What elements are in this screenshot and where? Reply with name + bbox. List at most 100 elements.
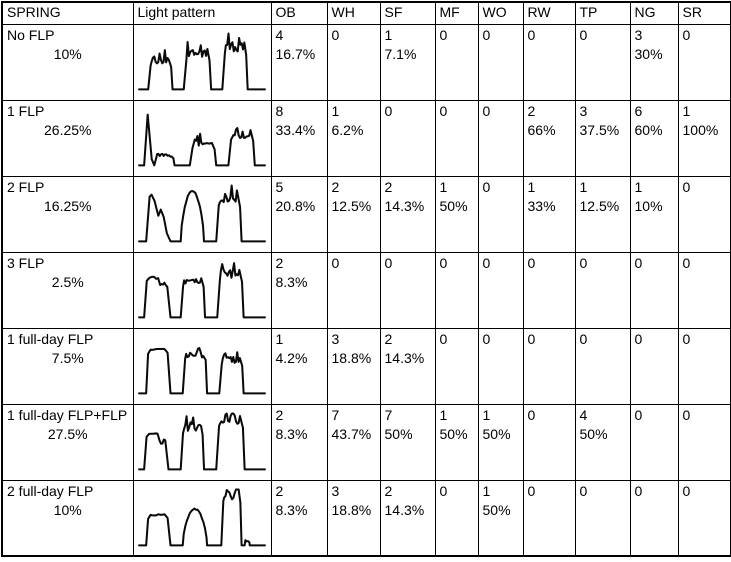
percentage-value: 50% bbox=[384, 425, 413, 442]
count-cell-sf: 2 14.3% bbox=[379, 327, 436, 405]
count-cell-wo: 0 bbox=[477, 175, 524, 253]
count-value: 8 bbox=[275, 102, 284, 119]
table-row: 1 full-day FLP 7.5% 1 4.2% 3 18.8% 2 14.3% 0 0 0 0 0… bbox=[1, 327, 731, 405]
count-cell-mf: 1 50% bbox=[434, 175, 479, 253]
count-value: 0 bbox=[527, 406, 536, 423]
count-value: 0 bbox=[634, 482, 643, 499]
percentage-value: 14.3% bbox=[384, 349, 425, 366]
count-value: 2 bbox=[275, 482, 284, 499]
count-cell-tp: 0 bbox=[574, 251, 631, 329]
percentage-value: 14.3% bbox=[384, 501, 425, 518]
count-value: 0 bbox=[439, 254, 448, 271]
column-header-5: MF bbox=[434, 1, 479, 25]
count-value: 1 bbox=[439, 406, 448, 423]
count-value: 0 bbox=[482, 102, 491, 119]
count-value: 3 bbox=[634, 26, 643, 43]
condition-cell: 1 FLP 26.25% bbox=[1, 99, 134, 177]
condition-percentage: 7.5% bbox=[51, 349, 84, 366]
count-cell-sr: 0 bbox=[677, 175, 731, 253]
count-cell-ob: 2 8.3% bbox=[270, 251, 328, 329]
light-pattern-cell bbox=[132, 327, 272, 405]
count-cell-wh: 3 18.8% bbox=[326, 327, 381, 405]
count-value: 1 bbox=[527, 178, 536, 195]
light-pattern-cell bbox=[132, 23, 272, 101]
count-value: 0 bbox=[439, 26, 448, 43]
column-header-8: TP bbox=[574, 1, 631, 25]
count-cell-sr: 0 bbox=[677, 251, 731, 329]
count-cell-tp: 4 50% bbox=[574, 403, 631, 481]
count-value: 0 bbox=[682, 26, 691, 43]
count-value: 2 bbox=[527, 102, 536, 119]
column-header-9: NG bbox=[629, 1, 679, 25]
count-cell-sr: 0 bbox=[677, 403, 731, 481]
count-cell-wh: 1 6.2% bbox=[326, 99, 381, 177]
percentage-value: 50% bbox=[439, 425, 468, 442]
percentage-value: 8.3% bbox=[275, 273, 308, 290]
count-cell-ng: 0 bbox=[629, 327, 679, 405]
count-value: 0 bbox=[439, 102, 448, 119]
percentage-value: 8.3% bbox=[275, 425, 308, 442]
count-value: 0 bbox=[634, 254, 643, 271]
count-value: 0 bbox=[682, 178, 691, 195]
count-cell-ng: 6 60% bbox=[629, 99, 679, 177]
column-header-3: WH bbox=[326, 1, 381, 25]
count-value: 1 bbox=[275, 330, 284, 347]
count-value: 0 bbox=[331, 26, 340, 43]
table-row: 2 full-day FLP 10% 2 8.3% 3 18.8% 2 14.3% 0 1 50% 0… bbox=[1, 479, 731, 557]
count-value: 0 bbox=[527, 330, 536, 347]
table-row: No FLP 10% 4 16.7% 0 1 7.1% 0 0 0 0 3 30% 0 bbox=[1, 23, 731, 101]
count-value: 2 bbox=[384, 178, 393, 195]
condition-cell: 2 full-day FLP 10% bbox=[1, 479, 134, 557]
count-cell-wo: 0 bbox=[477, 23, 524, 101]
count-value: 0 bbox=[527, 482, 536, 499]
count-value: 0 bbox=[634, 330, 643, 347]
count-cell-ng: 0 bbox=[629, 479, 679, 557]
count-value: 0 bbox=[482, 330, 491, 347]
percentage-value: 66% bbox=[527, 121, 556, 138]
condition-percentage: 16.25% bbox=[44, 197, 92, 214]
condition-cell: 1 full-day FLP 7.5% bbox=[1, 327, 134, 405]
count-value: 0 bbox=[527, 26, 536, 43]
count-value: 0 bbox=[482, 254, 491, 271]
count-cell-tp: 1 12.5% bbox=[574, 175, 631, 253]
count-cell-rw: 0 bbox=[522, 479, 576, 557]
count-value: 0 bbox=[682, 406, 691, 423]
count-cell-mf: 0 bbox=[434, 99, 479, 177]
condition-percentage: 26.25% bbox=[44, 121, 92, 138]
count-value: 7 bbox=[331, 406, 340, 423]
column-header-4: SF bbox=[379, 1, 436, 25]
percentage-value: 33.4% bbox=[275, 121, 316, 138]
percentage-value: 16.7% bbox=[275, 45, 316, 62]
count-cell-wh: 0 bbox=[326, 251, 381, 329]
count-value: 1 bbox=[439, 178, 448, 195]
light-pattern-waveform bbox=[138, 113, 266, 166]
count-cell-tp: 0 bbox=[574, 479, 631, 557]
column-header-6: WO bbox=[477, 1, 524, 25]
table-row: 1 full-day FLP+FLP 27.5% 2 8.3% 7 43.7% 7 50% 1 5… bbox=[1, 403, 731, 481]
percentage-value: 12.5% bbox=[579, 197, 620, 214]
count-cell-wh: 3 18.8% bbox=[326, 479, 381, 557]
count-cell-mf: 0 bbox=[434, 23, 479, 101]
count-cell-wo: 0 bbox=[477, 99, 524, 177]
count-cell-sr: 0 bbox=[677, 23, 731, 101]
percentage-value: 18.8% bbox=[331, 501, 372, 518]
count-cell-wo: 0 bbox=[477, 251, 524, 329]
percentage-value: 50% bbox=[482, 425, 511, 442]
count-cell-rw: 0 bbox=[522, 403, 576, 481]
condition-label: 3 FLP bbox=[7, 254, 45, 271]
count-value: 2 bbox=[275, 406, 284, 423]
count-value: 0 bbox=[682, 482, 691, 499]
count-value: 3 bbox=[331, 482, 340, 499]
count-cell-sf: 7 50% bbox=[379, 403, 436, 481]
count-cell-mf: 1 50% bbox=[434, 403, 479, 481]
count-cell-wo: 1 50% bbox=[477, 403, 524, 481]
percentage-value: 50% bbox=[579, 425, 608, 442]
condition-label: 1 full-day FLP+FLP bbox=[7, 406, 128, 423]
count-cell-ng: 0 bbox=[629, 403, 679, 481]
light-pattern-waveform bbox=[138, 184, 266, 242]
count-cell-ob: 8 33.4% bbox=[270, 99, 328, 177]
count-value: 2 bbox=[331, 178, 340, 195]
light-pattern-waveform bbox=[138, 346, 266, 394]
count-value: 0 bbox=[579, 254, 588, 271]
